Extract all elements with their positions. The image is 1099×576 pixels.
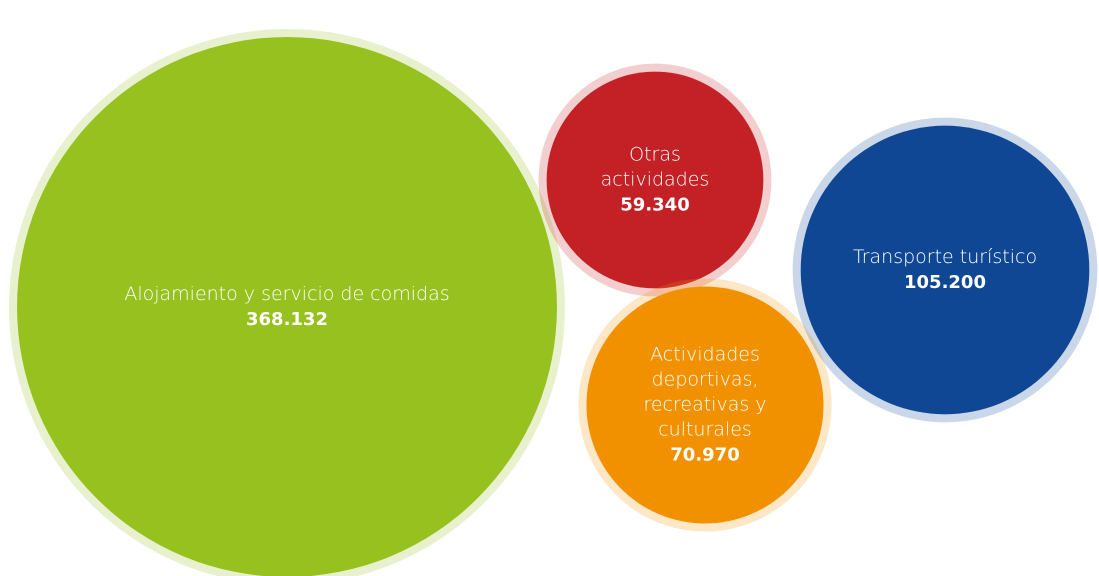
bubble	[17, 37, 557, 576]
category-name: Otras actividades	[600, 143, 710, 191]
bubble-halo	[578, 278, 832, 532]
bubble	[586, 286, 824, 524]
category-name: Transporte turístico	[852, 246, 1038, 268]
value-label: 105.200	[904, 272, 986, 293]
category-name: Actividades deportivas, recreativas y cu…	[643, 343, 767, 441]
category-name: Alojamiento y servicio de comidas	[124, 283, 450, 305]
bubble-label: Otras actividades 59.340	[590, 143, 720, 218]
bubble-halo	[9, 29, 565, 576]
value-label: 70.970	[670, 444, 740, 466]
bubble-label: Transporte turístico 105.200	[810, 245, 1080, 295]
bubble-label: Alojamiento y servicio de comidas 368.132	[47, 282, 527, 332]
bubble-halo	[538, 63, 772, 297]
bubble	[546, 71, 764, 289]
value-label: 59.340	[620, 194, 690, 216]
bubble	[800, 125, 1090, 415]
value-label: 368.132	[246, 309, 328, 330]
bubble-label: Actividades deportivas, recreativas y cu…	[625, 343, 785, 468]
bubble-halo	[792, 117, 1098, 423]
